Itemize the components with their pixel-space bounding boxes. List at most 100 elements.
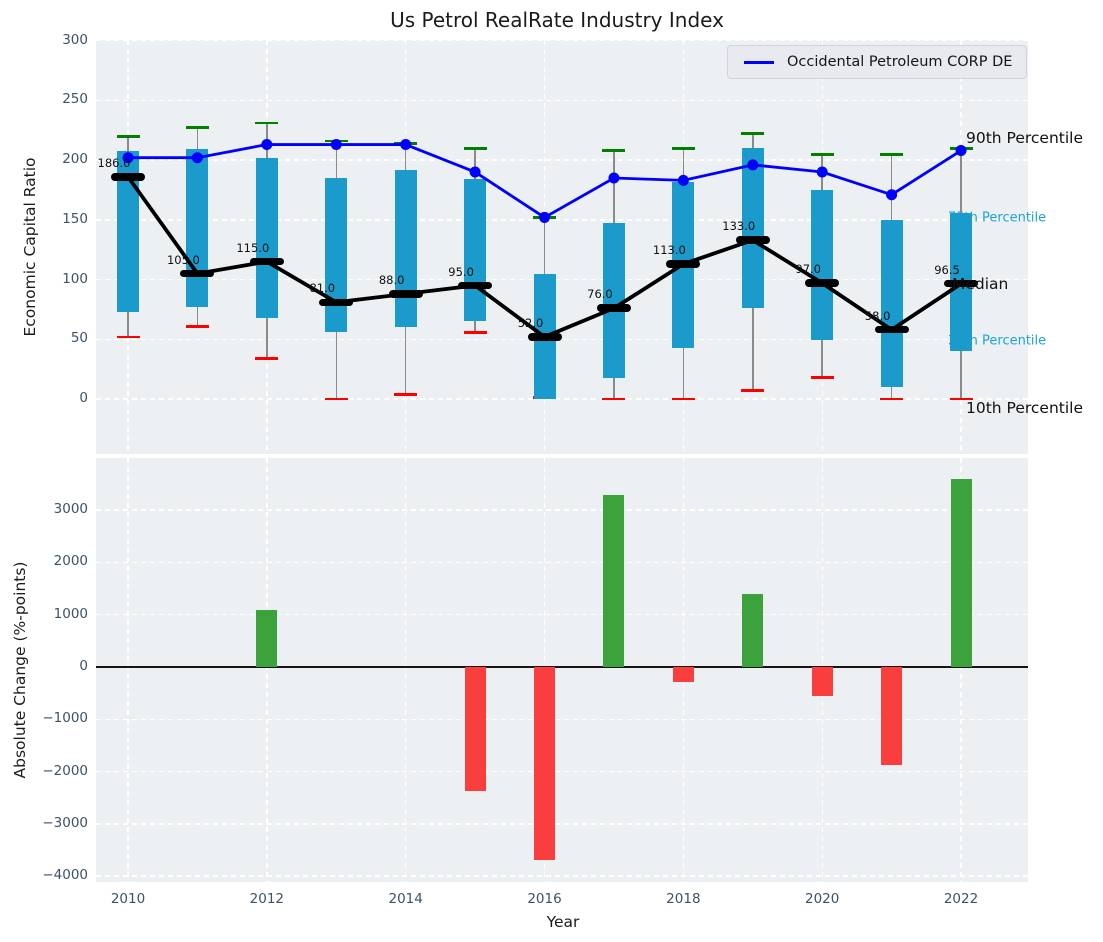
top-y-tick-label: 250 xyxy=(62,91,88,108)
bottom-gridline-vertical xyxy=(404,458,407,882)
median-value-label: 52.0 xyxy=(517,315,544,330)
bottom-gridline-vertical xyxy=(960,458,962,882)
iqr-box xyxy=(325,178,348,333)
bottom-y-tick-label: 1000 xyxy=(53,605,88,622)
company-marker xyxy=(955,145,967,157)
percentile-label-10th-percentile: 10th Percentile xyxy=(966,399,1084,417)
change-bar-positive xyxy=(950,479,972,667)
bottom-y-tick-label: 0 xyxy=(79,657,88,674)
iqr-box xyxy=(394,169,417,328)
top-y-axis-label: Economic Capital Ratio xyxy=(21,157,39,337)
company-marker xyxy=(122,152,134,164)
change-bar-negative xyxy=(672,666,694,682)
change-bar-negative xyxy=(811,666,833,697)
chart-title: Us Petrol RealRate Industry Index xyxy=(390,8,724,32)
bottom-y-tick-label: −3000 xyxy=(42,814,88,831)
top-y-tick-label: 150 xyxy=(62,210,88,227)
p10-cap xyxy=(394,392,418,396)
p90-cap xyxy=(463,146,487,150)
p90-cap xyxy=(255,121,279,125)
change-bar-negative xyxy=(464,666,486,792)
bottom-y-tick-label: −4000 xyxy=(42,867,88,884)
company-marker xyxy=(539,211,551,223)
bottom-gridline-vertical xyxy=(127,458,129,882)
change-bar-positive xyxy=(256,609,278,667)
p10-cap xyxy=(671,397,695,401)
p10-cap xyxy=(324,397,348,401)
percentile-label-median: Median xyxy=(952,275,1009,293)
p10-cap xyxy=(255,357,279,360)
median-value-label: 88.0 xyxy=(378,272,405,287)
x-axis-label: Year xyxy=(546,913,580,931)
top-y-tick-label: 0 xyxy=(79,390,88,407)
iqr-box xyxy=(811,189,834,341)
change-bar-negative xyxy=(881,666,903,765)
median-value-label: 105.0 xyxy=(166,252,200,267)
company-marker xyxy=(886,189,898,201)
p90-cap xyxy=(116,134,140,138)
change-bar-positive xyxy=(603,494,625,667)
median-marker xyxy=(944,279,979,288)
median-marker xyxy=(735,236,770,244)
median-marker xyxy=(249,257,284,266)
bottom-gridline xyxy=(96,718,1028,720)
percentile-label-75th-percentile: 75th Percentile xyxy=(948,210,1047,226)
bottom-y-tick-label: −2000 xyxy=(42,762,88,779)
company-marker xyxy=(191,152,203,164)
p90-cap xyxy=(880,152,904,156)
top-y-tick-label: 100 xyxy=(62,270,88,287)
top-y-tick-label: 50 xyxy=(70,330,88,347)
median-marker xyxy=(111,173,145,181)
median-value-label: 76.0 xyxy=(587,287,613,302)
iqr-box xyxy=(255,157,278,318)
median-marker xyxy=(874,325,909,334)
x-tick-label: 2020 xyxy=(805,891,840,907)
top-gridline xyxy=(96,278,1028,281)
x-tick-label: 2012 xyxy=(249,891,284,907)
median-value-label: 133.0 xyxy=(722,219,756,234)
p10-cap xyxy=(463,330,487,334)
company-marker xyxy=(608,172,620,184)
bottom-gridline xyxy=(96,509,1028,511)
top-gridline xyxy=(96,99,1028,102)
x-tick-label: 2014 xyxy=(388,891,423,907)
bottom-gridline xyxy=(96,613,1028,616)
iqr-box xyxy=(880,219,903,388)
iqr-box xyxy=(741,148,764,309)
x-tick-label: 2022 xyxy=(943,891,979,907)
top-gridline xyxy=(96,159,1028,161)
percentile-label-90th-percentile: 90th Percentile xyxy=(966,129,1084,147)
company-marker xyxy=(816,166,828,178)
p90-cap xyxy=(741,132,765,136)
p90-cap xyxy=(810,152,834,156)
p90-cap xyxy=(671,146,695,150)
median-value-label: 95.0 xyxy=(448,264,474,279)
company-marker xyxy=(400,139,412,151)
x-tick-label: 2016 xyxy=(527,891,562,907)
top-axes xyxy=(96,40,1028,454)
median-value-label: 96.5 xyxy=(934,262,960,277)
x-tick-label: 2010 xyxy=(110,891,146,907)
median-marker xyxy=(319,298,354,306)
p10-cap xyxy=(116,335,140,339)
median-marker xyxy=(388,290,423,298)
median-marker xyxy=(666,260,701,268)
company-marker xyxy=(330,139,342,151)
p10-cap xyxy=(602,397,626,401)
iqr-box xyxy=(117,150,139,312)
p10-cap xyxy=(741,389,765,393)
median-value-label: 97.0 xyxy=(795,262,821,277)
top-gridline xyxy=(96,39,1028,42)
iqr-box xyxy=(602,223,625,378)
top-gridline xyxy=(96,398,1028,400)
median-marker xyxy=(180,269,215,278)
percentile-label-25th-percentile: 25th Percentile xyxy=(948,333,1047,349)
median-value-label: 58.0 xyxy=(864,308,891,323)
bottom-y-axis-label: Absolute Change (%-points) xyxy=(11,561,29,779)
bottom-gridline xyxy=(96,823,1028,825)
change-bar-negative xyxy=(534,666,556,860)
median-marker xyxy=(458,281,493,290)
median-value-label: 186.0 xyxy=(97,155,131,170)
top-gridline xyxy=(96,219,1028,221)
